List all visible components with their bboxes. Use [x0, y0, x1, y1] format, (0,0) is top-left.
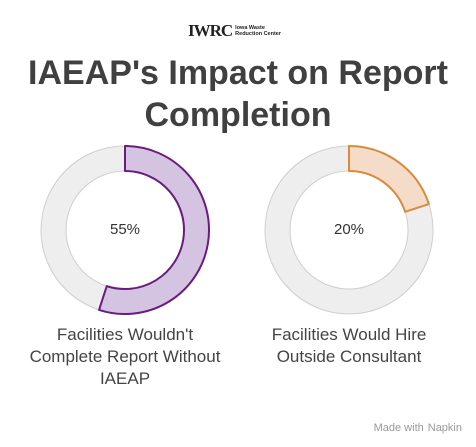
chart-label: Facilities Wouldn't Complete Report With…: [29, 325, 221, 388]
footer: Made with Napkin: [374, 422, 462, 434]
donut-segment: [348, 145, 430, 213]
chart-label: Facilities Would Hire Outside Consultant: [271, 325, 427, 366]
chart-title: IAEAP's Impact on Report Completion: [28, 54, 448, 134]
footer-text: Made with: [373, 422, 424, 434]
logo: IWRC Iowa Waste Reduction Center: [188, 21, 281, 41]
footer-brand: Napkin: [427, 422, 462, 434]
value-label: 20%: [334, 221, 364, 238]
logo-line: Iowa Waste: [235, 25, 265, 31]
logo-mark: IWRC: [188, 21, 233, 40]
value-label: 55%: [110, 221, 140, 238]
donut-segment: [98, 145, 210, 315]
logo-line: Reduction Center: [235, 31, 282, 37]
logo-text: Iowa Waste Reduction Center: [235, 25, 281, 37]
